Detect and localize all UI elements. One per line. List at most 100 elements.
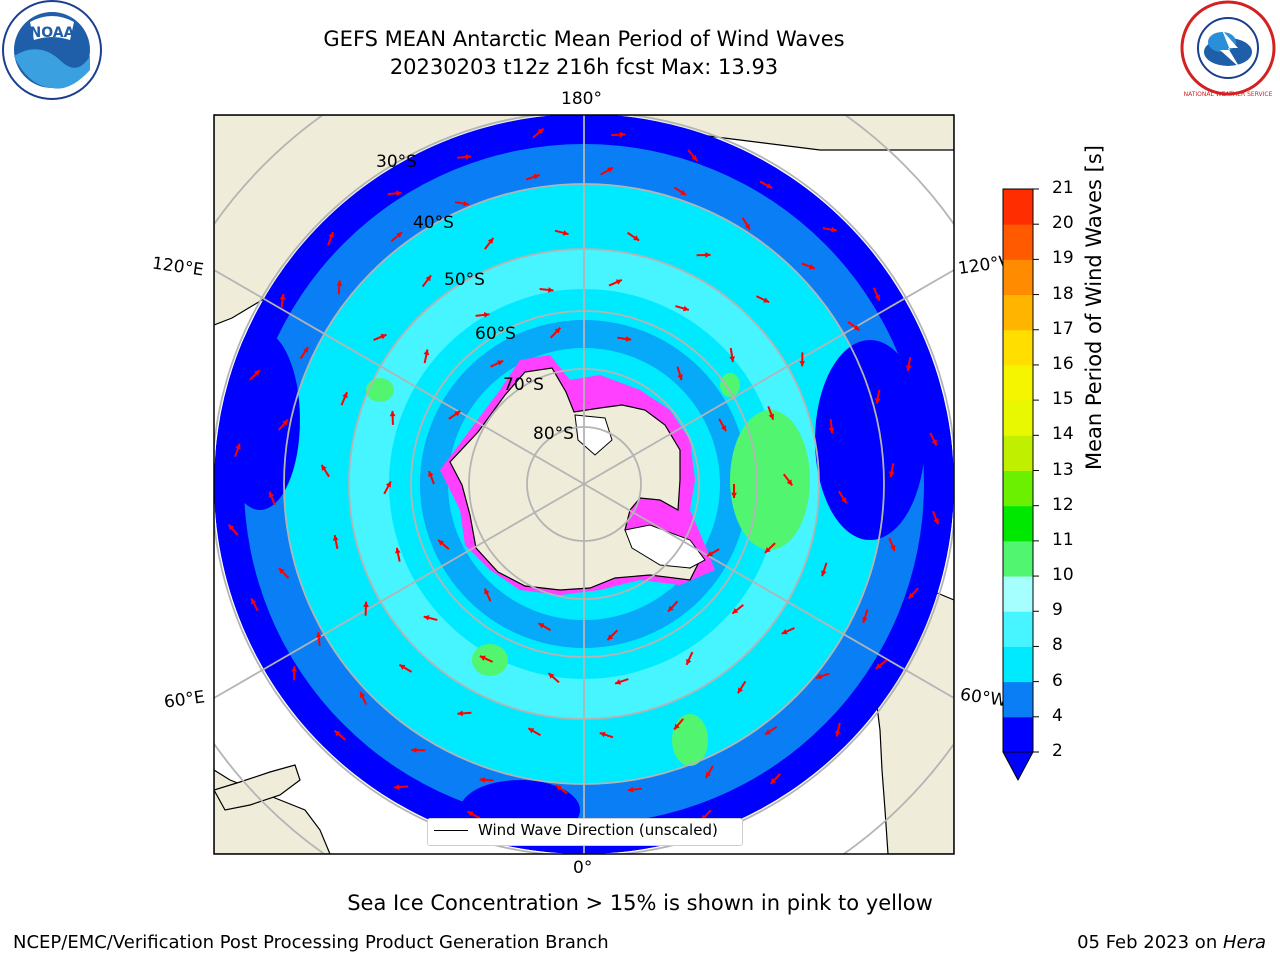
colorbar-swatch <box>1003 611 1033 647</box>
credit-producer: NCEP/EMC/Verification Post Processing Pr… <box>13 932 609 953</box>
wave-direction-arrow-head <box>278 568 285 574</box>
colorbar-tick-label: 2 <box>1052 741 1063 761</box>
wave-direction-arrow-head <box>781 628 788 635</box>
colorbar-tick-label: 13 <box>1052 459 1074 480</box>
wave-direction-arrow-head <box>537 128 544 135</box>
wave-direction-arrow-head <box>423 615 430 621</box>
colorbar-swatch <box>1003 259 1033 296</box>
colorbar-tick-label: 14 <box>1052 424 1074 445</box>
wave-direction-arrow-head <box>744 223 750 230</box>
colorbar-tick-label: 15 <box>1052 389 1074 410</box>
wave-direction-arrow-head <box>389 410 396 417</box>
wave-direction-arrow-head <box>766 183 773 189</box>
noaa-logo: NOAA <box>2 0 102 100</box>
map-subtitle: 20230203 t12z 216h fcst Max: 13.93 <box>389 55 779 79</box>
legend-label: Wind Wave Direction (unscaled) <box>478 821 718 839</box>
colorbar-swatch <box>1003 576 1033 612</box>
colorbar-swatch <box>1003 329 1033 366</box>
lat-label-80s: 80°S <box>533 424 574 444</box>
wave-direction-arrow-head <box>799 361 806 367</box>
lat-label-60s: 60°S <box>475 324 516 344</box>
colorbar-tick-label: 17 <box>1052 318 1074 339</box>
wave-direction-arrow-head <box>428 470 434 477</box>
wave-direction-arrow-head <box>765 729 772 735</box>
wave-direction-arrow-head <box>467 811 474 817</box>
colorbar-tick-label: 9 <box>1052 600 1063 621</box>
colorbar-tick-label: 16 <box>1052 353 1074 374</box>
wave-direction-arrow-head <box>853 324 860 331</box>
colorbar-extend-arrow <box>1002 751 1034 782</box>
wave-direction-arrow-head <box>528 728 535 734</box>
lat-label-70s: 70°S <box>503 375 544 395</box>
wave-direction-arrow-head <box>425 275 432 282</box>
wave-direction-arrow-head <box>732 608 739 614</box>
wave-direction-arrow-head <box>483 311 490 318</box>
legend-box <box>427 818 743 846</box>
wave-direction-arrow-head <box>336 280 343 286</box>
wave-direction-arrow-head <box>291 666 298 672</box>
wave-direction-arrow-head <box>487 237 494 244</box>
colorbar-tick-label: 21 <box>1052 178 1074 198</box>
wave-direction-arrow-head <box>808 263 815 270</box>
legend-line-swatch <box>434 830 468 831</box>
colorbar-swatch <box>1003 470 1033 507</box>
colorbar-swatch <box>1003 364 1033 401</box>
lat-label-30s: 30°S <box>376 152 417 172</box>
wave-direction-arrow-head <box>680 189 687 196</box>
colorbar-swatch <box>1003 294 1033 331</box>
wave-direction-arrow-head <box>668 605 674 612</box>
wave-direction-arrow-head <box>359 691 366 698</box>
map-title: GEFS MEAN Antarctic Mean Period of Wind … <box>323 27 845 51</box>
colorbar-tick-label: 12 <box>1052 494 1074 515</box>
wave-direction-arrow-head <box>720 425 727 432</box>
wave-direction-arrow-head <box>538 623 545 629</box>
colorbar-swatch <box>1003 681 1033 718</box>
wave-direction-arrow-head <box>395 547 401 554</box>
lat-label-50s: 50°S <box>444 270 485 290</box>
wave-direction-arrow-head <box>555 785 562 791</box>
wave-direction-arrow-head <box>411 747 417 754</box>
colorbar-tick-label: 18 <box>1052 283 1074 304</box>
map-frame <box>213 114 955 855</box>
wave-direction-arrow-head <box>423 349 430 356</box>
wave-direction-arrow-head <box>548 673 555 679</box>
wave-direction-arrow-head <box>682 305 689 312</box>
wave-direction-arrow-head <box>363 601 369 608</box>
wave-direction-arrow-head <box>615 679 622 685</box>
wave-direction-arrow-head <box>533 173 540 180</box>
wave-direction-arrow-head <box>768 413 775 420</box>
wave-direction-arrow-head <box>875 663 882 669</box>
colorbar-swatch <box>1003 505 1033 542</box>
wave-period-patch <box>720 373 740 397</box>
wave-direction-arrow-head <box>228 524 235 531</box>
wave-direction-arrow-head <box>686 658 692 665</box>
wave-direction-arrow-head <box>607 167 614 173</box>
wave-direction-arrow-head <box>625 336 632 342</box>
colorbar-swatch <box>1003 435 1033 471</box>
credit-date: 05 Feb 2023 on Hera <box>1077 932 1266 953</box>
wave-direction-arrow-head <box>931 439 937 446</box>
wave-direction-arrow-head <box>279 294 286 300</box>
wave-direction-arrow-head <box>841 497 847 504</box>
wave-direction-arrow-head <box>933 518 939 525</box>
wave-direction-arrow-head <box>633 235 640 241</box>
wave-direction-arrow-head <box>691 154 697 161</box>
wave-direction-arrow-head <box>707 550 714 557</box>
wave-direction-arrow-head <box>251 598 257 605</box>
wave-direction-arrow-head <box>619 131 626 138</box>
sea-ice-note: Sea Ice Concentration > 15% is shown in … <box>347 891 933 915</box>
credit-host: Hera <box>1222 932 1266 953</box>
wind-wave-arrows <box>227 127 940 838</box>
wave-direction-arrow-head <box>562 230 569 236</box>
wave-direction-arrow-head <box>615 279 622 285</box>
nws-logo: NATIONAL WEATHER SERVICE <box>1180 0 1276 98</box>
wave-direction-arrow-head <box>268 491 275 498</box>
wave-direction-arrow-head <box>908 592 915 599</box>
dark-blue-patch <box>220 330 300 510</box>
wave-direction-arrow-head <box>463 200 469 207</box>
wave-direction-arrow-head <box>332 535 339 541</box>
wave-direction-arrow-head <box>396 190 402 197</box>
wave-direction-arrow-head <box>905 365 912 371</box>
wave-direction-arrow-head <box>302 346 309 353</box>
